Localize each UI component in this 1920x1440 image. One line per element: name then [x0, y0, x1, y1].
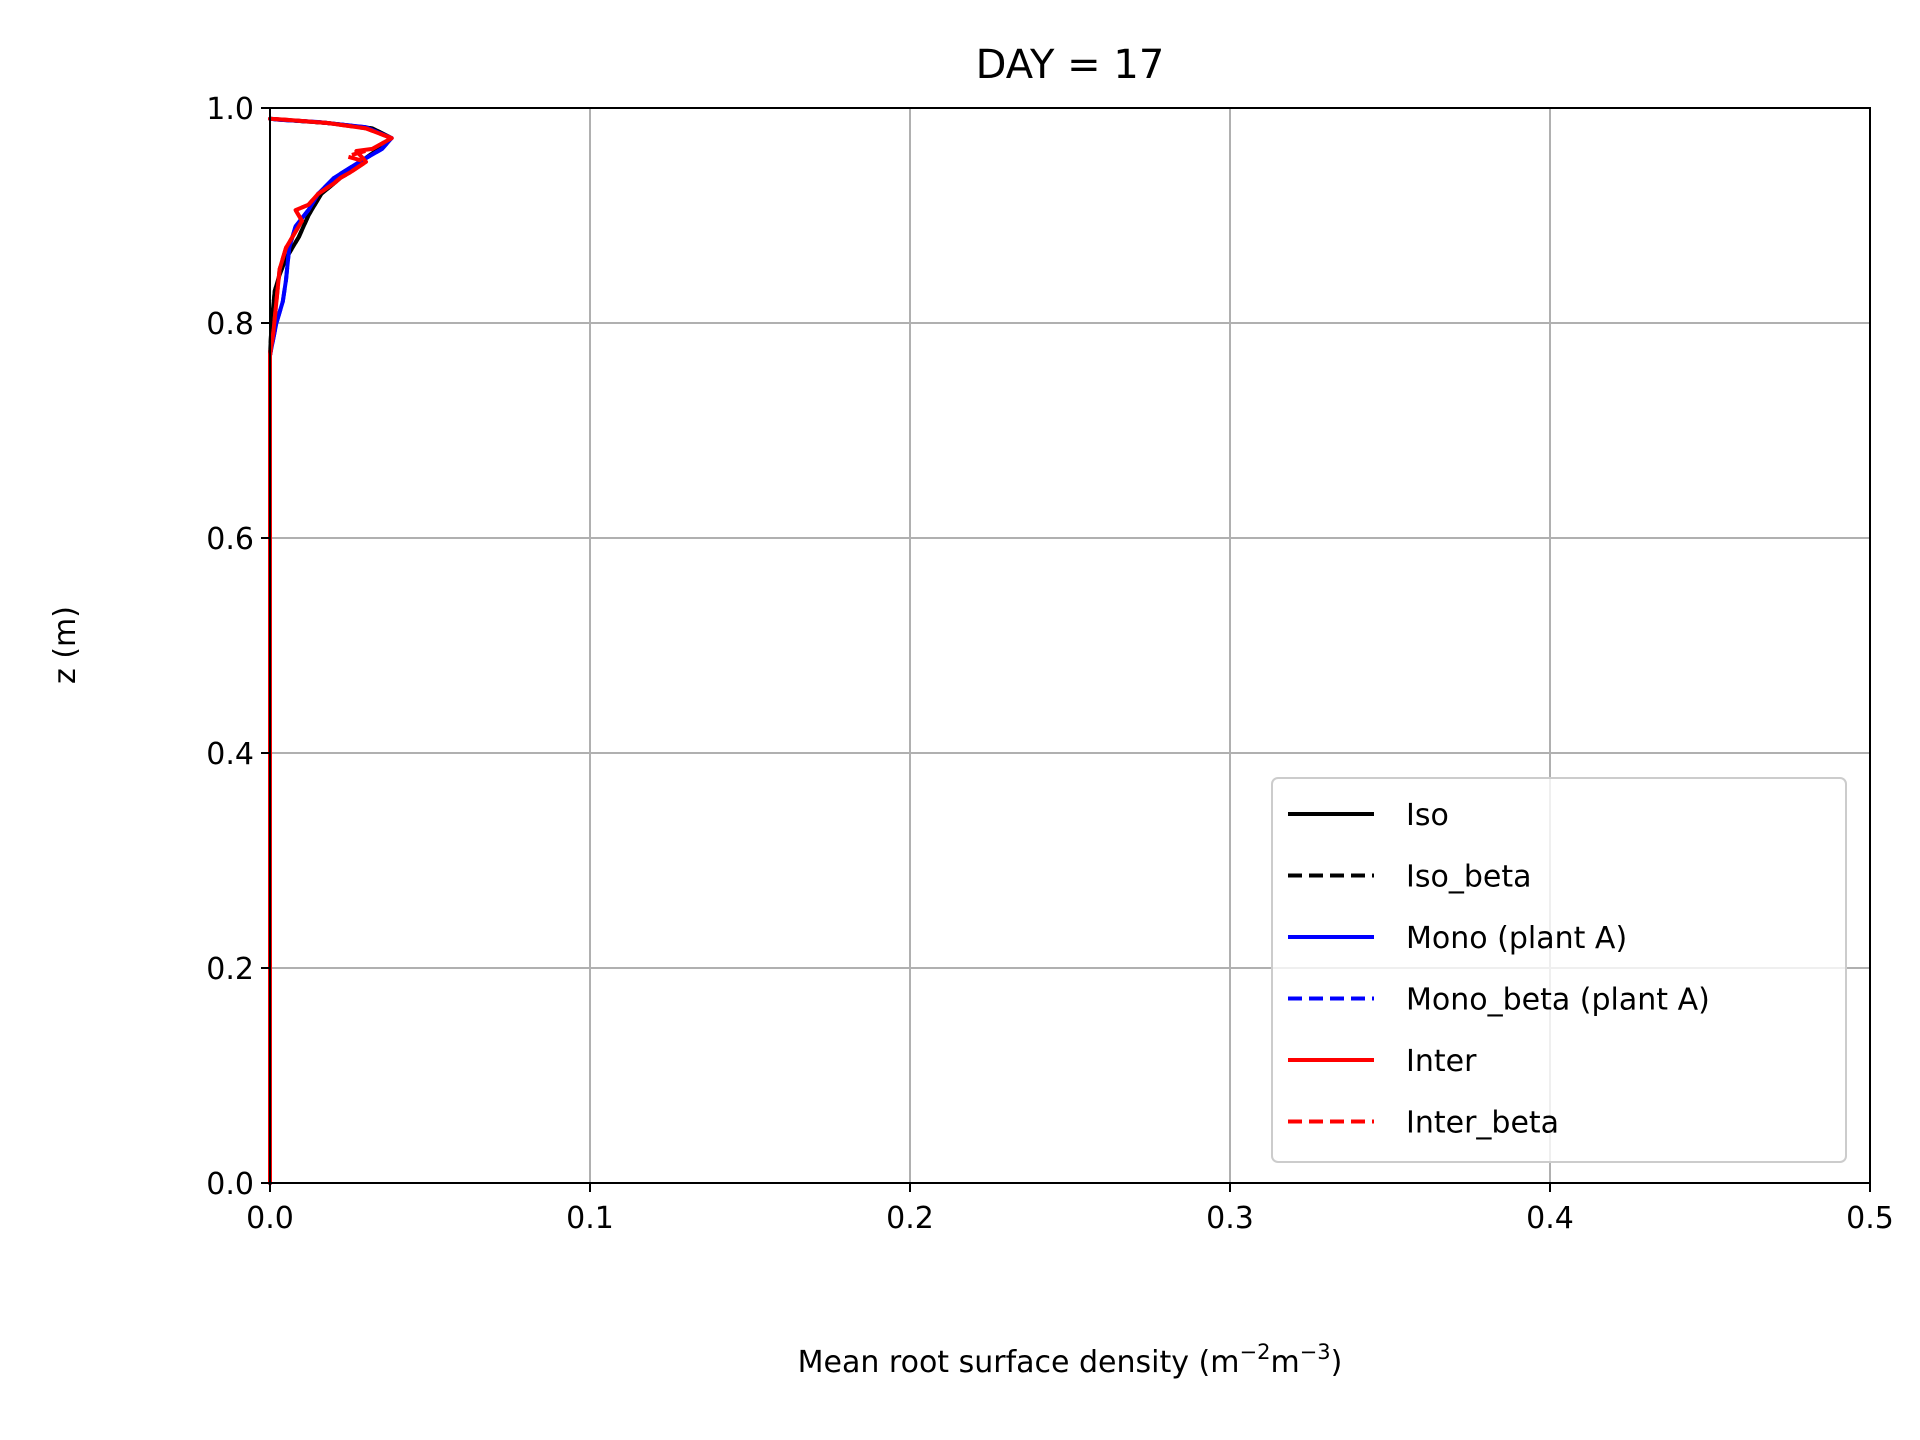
x-axis-label-exponent-2: −3	[1300, 1340, 1331, 1364]
x-tick-label: 0.1	[566, 1201, 614, 1236]
plot-frame	[269, 107, 1871, 1184]
legend-box	[1271, 777, 1847, 1163]
series-lines	[268, 116, 394, 1185]
x-axis-label-unit: m	[1270, 1345, 1299, 1380]
x-tick-label: 0.0	[246, 1201, 294, 1236]
x-axis-label-text: Mean root surface density (m	[798, 1345, 1240, 1380]
grid-lines	[270, 108, 1870, 1183]
chart-title: DAY = 17	[976, 42, 1165, 88]
x-axis-label-exponent-1: −2	[1239, 1340, 1270, 1364]
legend-label: Inter_beta	[1406, 1106, 1559, 1141]
y-tick-label: 0.6	[206, 522, 254, 557]
x-tick-label: 0.3	[1206, 1201, 1254, 1236]
axis-ticks: 0.0 0.1 0.2 0.3 0.4 0.5 0.0 0.2 0.4 0.6 0.8 1.0	[206, 92, 1894, 1236]
y-axis-label: z (m)	[48, 606, 83, 684]
legend-label: Mono (plant A)	[1406, 921, 1627, 956]
x-tick-label: 0.4	[1526, 1201, 1574, 1236]
legend-label: Inter	[1406, 1044, 1477, 1079]
x-tick-label: 0.2	[886, 1201, 934, 1236]
legend-label: Iso	[1406, 798, 1449, 833]
x-tick-label: 0.5	[1846, 1201, 1894, 1236]
y-tick-label: 0.4	[206, 737, 254, 772]
series-line-inter-beta	[268, 116, 394, 1183]
y-tick-label: 0.0	[206, 1167, 254, 1202]
legend: Iso Iso_beta Mono (plant A) Mono_beta (plan…	[1271, 777, 1847, 1163]
x-axis-label: Mean root surface density (m−2m−3)	[798, 1340, 1343, 1380]
legend-label: Mono_beta (plant A)	[1406, 983, 1710, 1018]
legend-label: Iso_beta	[1406, 860, 1531, 895]
y-tick-label: 1.0	[206, 92, 254, 127]
x-axis-label-close: )	[1331, 1345, 1343, 1380]
y-tick-label: 0.2	[206, 952, 254, 987]
y-tick-label: 0.8	[206, 307, 254, 342]
